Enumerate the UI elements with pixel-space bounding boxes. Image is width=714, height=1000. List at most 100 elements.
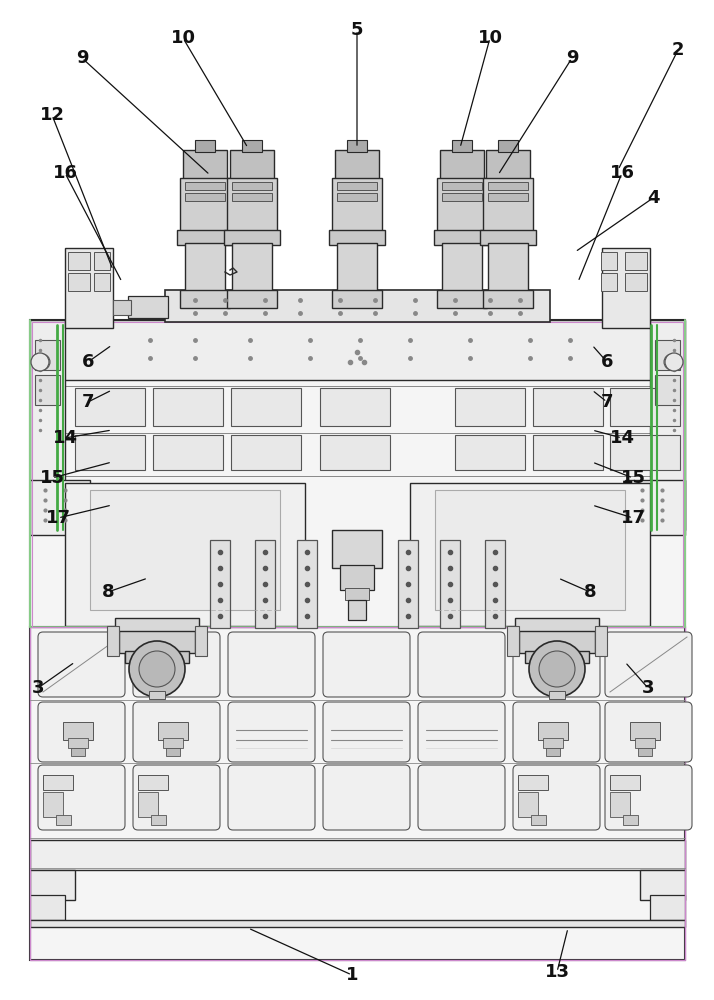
Bar — [435, 490, 625, 610]
Bar — [60, 320, 655, 380]
Bar — [398, 540, 418, 628]
Bar — [177, 230, 233, 245]
Circle shape — [539, 651, 575, 687]
Bar — [94, 252, 110, 270]
Bar — [158, 722, 188, 740]
FancyBboxPatch shape — [418, 702, 505, 762]
FancyBboxPatch shape — [38, 702, 125, 762]
Bar — [488, 182, 528, 190]
Bar — [638, 748, 652, 756]
FancyBboxPatch shape — [38, 765, 125, 830]
FancyBboxPatch shape — [38, 632, 125, 697]
Bar — [232, 182, 272, 190]
FancyBboxPatch shape — [418, 632, 505, 697]
Bar — [348, 600, 366, 620]
Bar — [625, 252, 647, 270]
Bar — [533, 435, 603, 470]
Text: 12: 12 — [39, 106, 64, 124]
Bar — [30, 480, 90, 535]
Bar — [153, 435, 223, 470]
FancyBboxPatch shape — [228, 702, 315, 762]
FancyBboxPatch shape — [323, 702, 410, 762]
Bar — [610, 388, 680, 426]
Bar — [90, 490, 280, 610]
Text: 9: 9 — [76, 49, 89, 67]
Bar — [434, 230, 490, 245]
Bar — [515, 618, 599, 633]
Bar — [601, 252, 617, 270]
Bar — [107, 626, 119, 656]
Text: 15: 15 — [620, 469, 645, 487]
Circle shape — [665, 353, 683, 371]
Bar — [68, 252, 90, 270]
Bar — [68, 273, 90, 291]
Bar — [595, 626, 607, 656]
Bar — [442, 243, 482, 293]
Bar — [610, 792, 630, 817]
Bar — [440, 150, 484, 180]
Circle shape — [664, 354, 680, 370]
Bar — [165, 290, 550, 322]
FancyBboxPatch shape — [133, 765, 220, 830]
Bar — [166, 748, 180, 756]
FancyBboxPatch shape — [513, 702, 600, 762]
Bar — [180, 290, 230, 308]
Bar — [486, 150, 530, 180]
Bar — [94, 273, 110, 291]
Text: 15: 15 — [39, 469, 64, 487]
Bar — [549, 691, 565, 699]
FancyBboxPatch shape — [605, 632, 692, 697]
Bar — [625, 480, 685, 535]
Text: 16: 16 — [53, 164, 78, 182]
Bar — [30, 870, 75, 900]
Text: 8: 8 — [101, 583, 114, 601]
Circle shape — [139, 651, 175, 687]
Text: 4: 4 — [647, 189, 659, 207]
Bar — [485, 540, 505, 628]
Bar — [195, 140, 215, 152]
Bar — [30, 840, 685, 870]
Bar — [625, 273, 647, 291]
Text: 14: 14 — [610, 429, 635, 447]
Text: 3: 3 — [642, 679, 654, 697]
Bar — [35, 375, 60, 405]
Bar — [519, 631, 595, 653]
Bar — [337, 193, 377, 201]
Bar — [525, 651, 589, 663]
Text: 5: 5 — [351, 21, 363, 39]
FancyBboxPatch shape — [228, 765, 315, 830]
Bar — [153, 388, 223, 426]
Bar — [320, 435, 390, 470]
Bar — [345, 588, 369, 600]
Bar — [320, 388, 390, 426]
Text: 3: 3 — [31, 679, 44, 697]
Bar — [63, 722, 93, 740]
Bar — [75, 388, 145, 426]
Bar — [455, 435, 525, 470]
Bar — [56, 815, 71, 825]
Text: 10: 10 — [478, 29, 503, 47]
Bar — [297, 540, 317, 628]
Bar — [488, 243, 528, 293]
Bar — [30, 627, 685, 960]
Bar — [655, 340, 680, 370]
Text: 1: 1 — [346, 966, 358, 984]
Bar — [337, 243, 377, 293]
Bar — [640, 870, 685, 900]
Bar — [30, 320, 685, 627]
Text: 10: 10 — [171, 29, 196, 47]
Bar — [65, 248, 113, 328]
Bar — [480, 230, 536, 245]
Bar — [30, 627, 685, 960]
Bar — [255, 540, 275, 628]
Bar — [180, 178, 230, 233]
Text: 16: 16 — [610, 164, 635, 182]
Bar — [332, 530, 382, 568]
Bar — [332, 290, 382, 308]
Bar — [543, 738, 563, 748]
Bar — [442, 193, 482, 201]
Bar — [440, 540, 460, 628]
Bar — [455, 388, 525, 426]
Bar — [452, 140, 472, 152]
Text: 6: 6 — [600, 353, 613, 371]
